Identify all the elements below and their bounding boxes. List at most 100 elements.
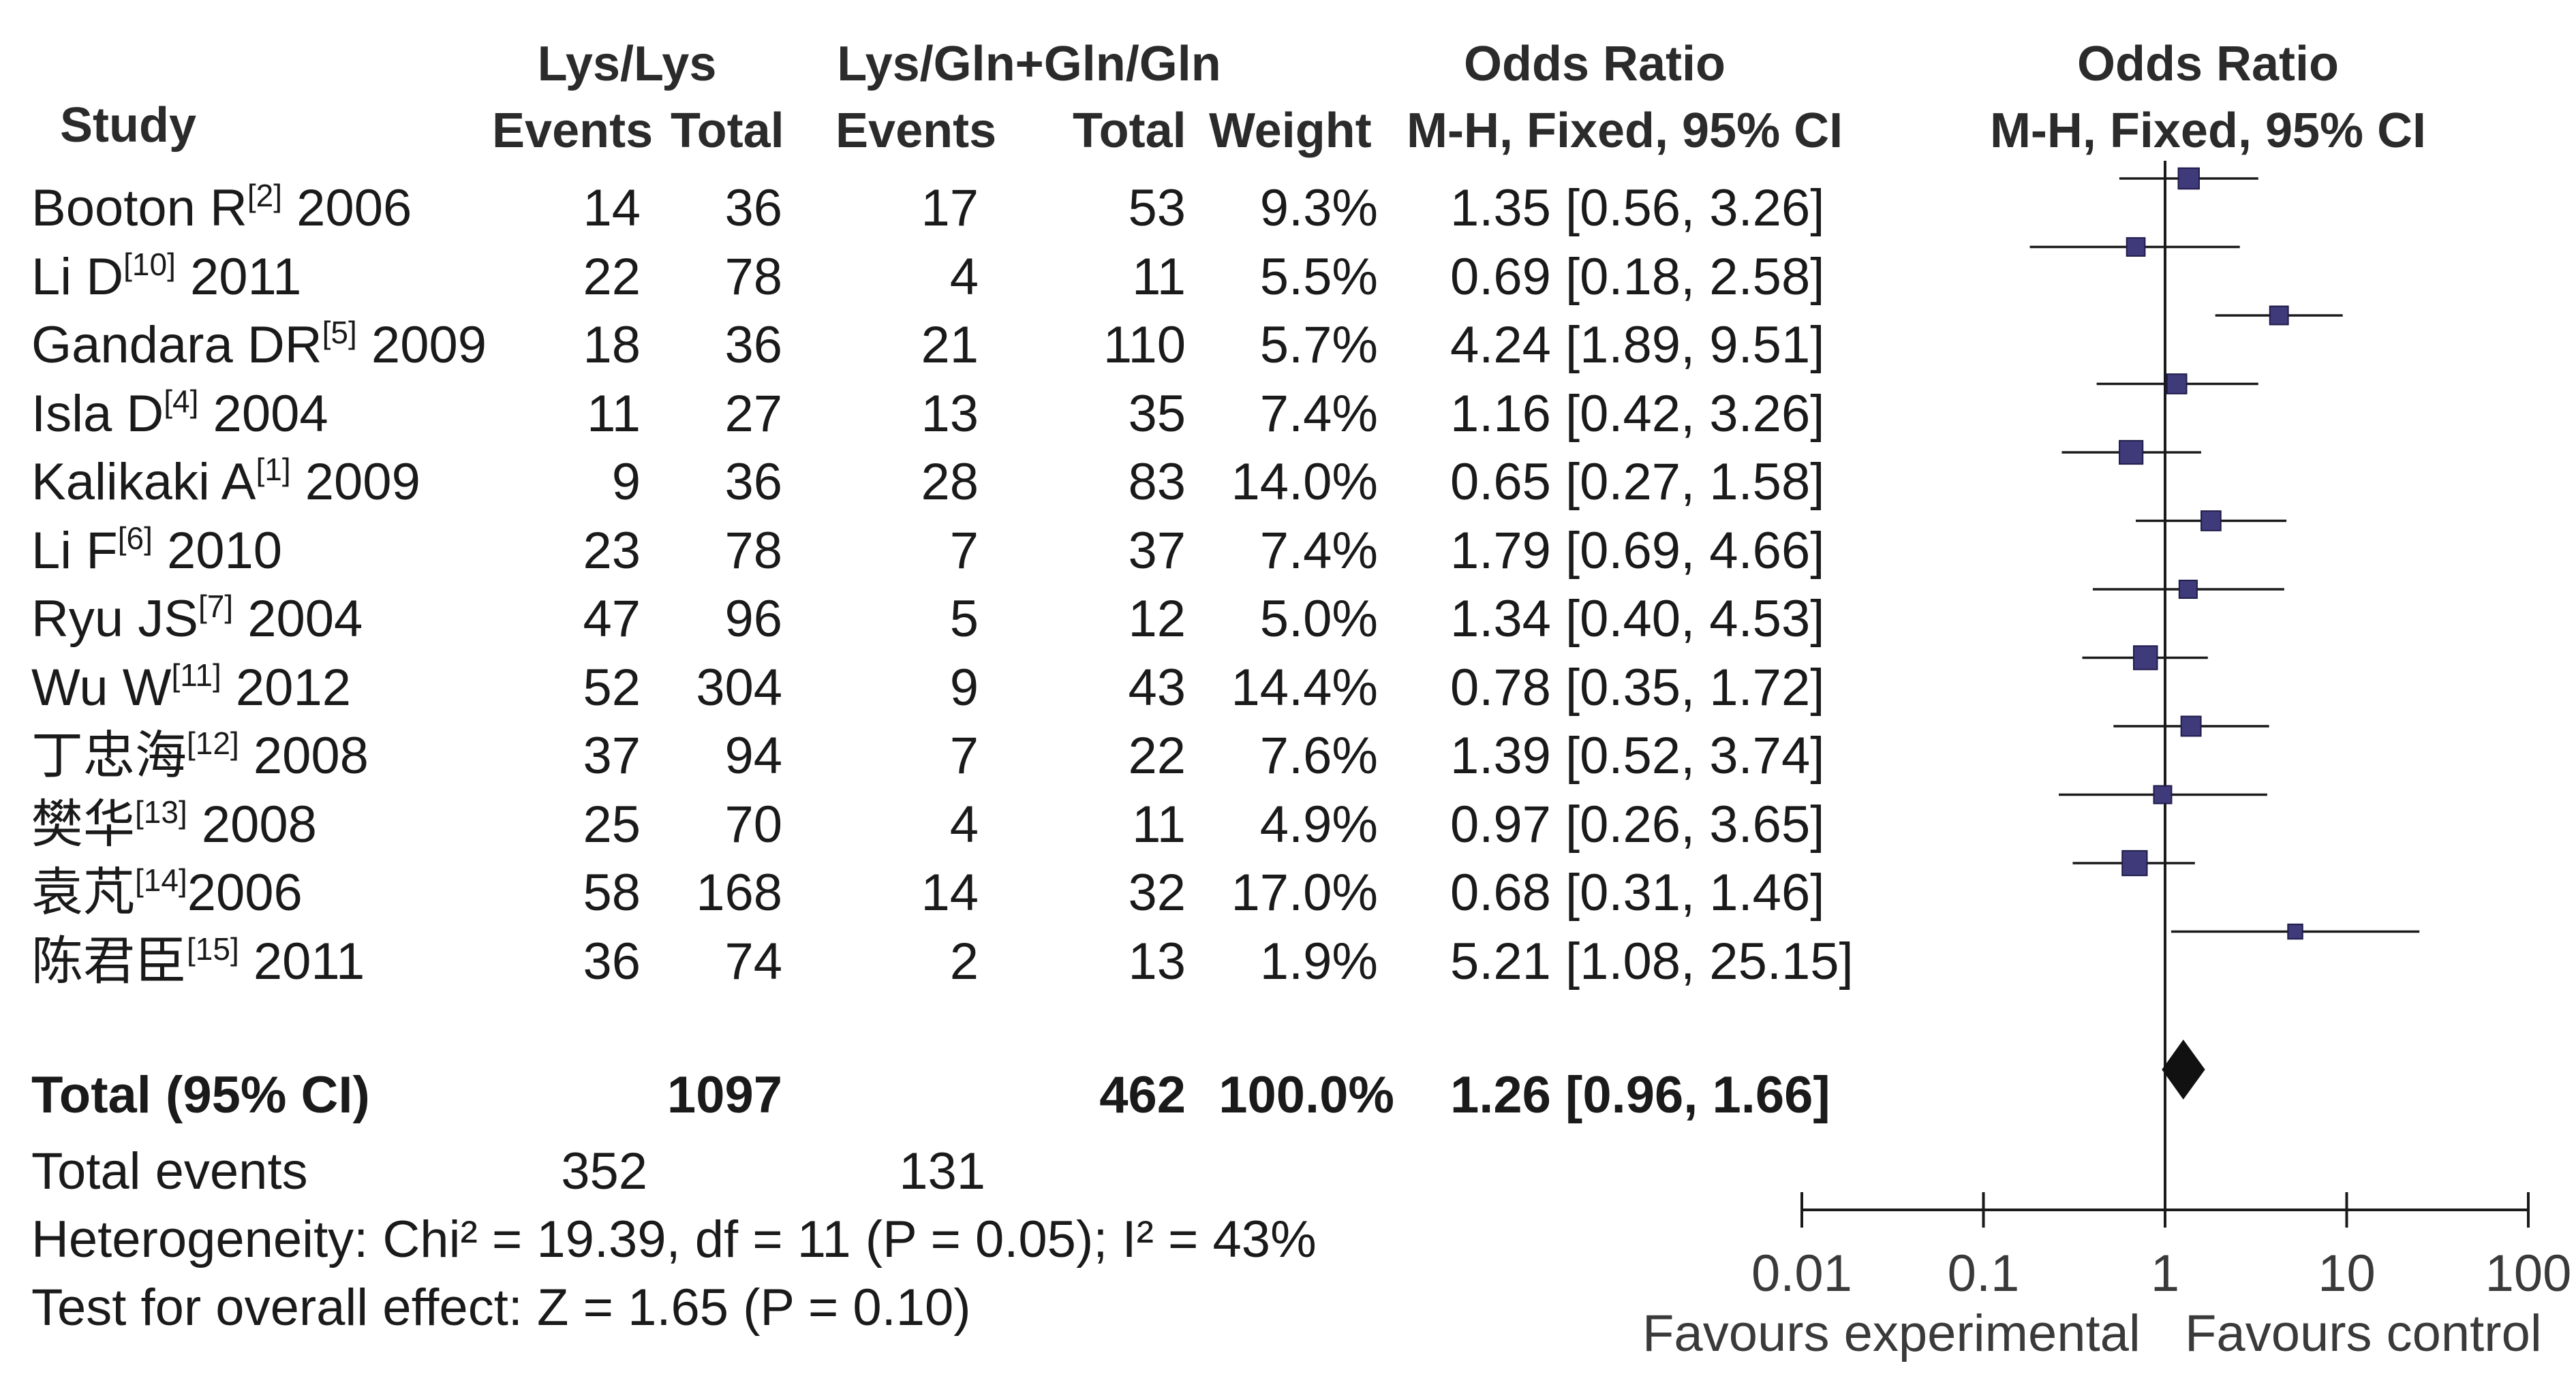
header-or-method: M-H, Fixed, 95% CI [1407, 104, 1843, 158]
total-label: Total (95% CI) [31, 1066, 370, 1124]
study-name-text: Li F [31, 522, 118, 580]
header-plot-title: Odds Ratio [2076, 37, 2339, 91]
study-name-text: Ryu JS [31, 590, 198, 648]
axis-right-label: Favours control [2185, 1305, 2542, 1362]
study-ci: 1.16 [0.42, 3.26] [1450, 385, 1825, 443]
axis-tick-label: 0.01 [1751, 1245, 1852, 1303]
study-e2: 4 [949, 248, 979, 306]
study-ci: 0.97 [0.26, 3.65] [1450, 796, 1825, 854]
study-t1: 304 [696, 659, 782, 717]
study-point [2177, 167, 2200, 190]
study-name: 樊华[13] 2008 [31, 796, 317, 854]
study-point [2121, 850, 2148, 877]
study-ci: 4.24 [1.89, 9.51] [1450, 316, 1825, 374]
study-weight: 14.0% [1231, 453, 1379, 511]
study-t1: 27 [724, 385, 782, 443]
study-t1: 96 [724, 590, 782, 648]
header-or-title: Odds Ratio [1463, 37, 1726, 91]
study-ci: 0.65 [0.27, 1.58] [1450, 453, 1825, 511]
study-e1: 47 [583, 590, 641, 648]
study-t2: 53 [1128, 179, 1186, 237]
study-ci: 0.68 [0.31, 1.46] [1450, 864, 1825, 922]
header-group2-total: Total [1073, 104, 1186, 158]
study-ref: [11] [171, 657, 221, 693]
study-ci: 0.78 [0.35, 1.72] [1450, 659, 1825, 717]
study-e1: 9 [611, 453, 641, 511]
study-e2: 28 [921, 453, 979, 511]
study-point [2166, 373, 2188, 394]
study-t1: 36 [724, 179, 782, 237]
study-name: 袁芃[14]2006 [31, 864, 303, 922]
header-plot-method: M-H, Fixed, 95% CI [1989, 104, 2427, 158]
study-e2: 21 [921, 316, 979, 374]
axis-tick-label: 1 [2150, 1245, 2180, 1303]
study-t2: 12 [1128, 590, 1186, 648]
study-ref: [2] [247, 178, 283, 213]
header-group2: Lys/Gln+Gln/Gln [837, 37, 1221, 91]
study-name: 丁忠海[12] 2008 [31, 728, 369, 782]
study-t2: 110 [1103, 316, 1186, 374]
study-point [2126, 237, 2146, 257]
header-group1-total: Total [671, 104, 784, 158]
study-name: Gandara DR[5] 2009 [31, 317, 487, 371]
study-t1: 74 [724, 933, 782, 991]
study-e2: 2 [949, 933, 979, 991]
study-ref: [12] [187, 726, 239, 761]
study-ref: [6] [117, 520, 153, 556]
study-e2: 7 [949, 522, 979, 580]
heterogeneity-text: Heterogeneity: Chi² = 19.39, df = 11 (P … [31, 1211, 1317, 1268]
study-weight: 17.0% [1231, 864, 1379, 922]
study-e1: 36 [583, 933, 641, 991]
study-e1: 52 [583, 659, 641, 717]
study-e2: 14 [921, 864, 979, 922]
study-e1: 58 [583, 864, 641, 922]
study-t1: 94 [724, 727, 782, 785]
study-name: Li D[10] 2011 [31, 249, 301, 303]
study-year: 2008 [187, 796, 317, 854]
study-name: 陈君臣[15] 2011 [31, 933, 365, 991]
study-t2: 13 [1128, 933, 1186, 991]
study-ci: 1.34 [0.40, 4.53] [1450, 590, 1825, 648]
study-t1: 168 [696, 864, 782, 922]
axis-tick-label: 100 [2485, 1245, 2572, 1303]
study-e1: 25 [583, 796, 641, 854]
total-ci: 1.26 [0.96, 1.66] [1450, 1066, 1830, 1124]
study-point [2269, 305, 2289, 326]
study-e2: 7 [949, 727, 979, 785]
total-events-e1: 352 [561, 1142, 647, 1200]
study-year: 2006 [282, 179, 412, 237]
study-weight: 5.0% [1259, 590, 1378, 648]
study-weight: 5.5% [1259, 248, 1378, 306]
total-t1: 1097 [666, 1066, 782, 1124]
study-e1: 22 [583, 248, 641, 306]
study-point [2132, 645, 2158, 670]
study-name: Li F[6] 2010 [31, 522, 282, 580]
study-ref: [10] [123, 247, 176, 282]
study-name-text: Isla D [31, 385, 164, 443]
study-e2: 17 [921, 179, 979, 237]
study-name: Wu W[11] 2012 [31, 659, 351, 717]
study-year: 2006 [187, 864, 303, 922]
study-weight: 1.9% [1259, 933, 1378, 991]
study-t2: 32 [1128, 864, 1186, 922]
study-t1: 36 [724, 453, 782, 511]
header-weight: Weight [1209, 104, 1372, 158]
header-group1: Lys/Lys [537, 37, 717, 91]
study-weight: 4.9% [1259, 796, 1378, 854]
study-e1: 18 [583, 316, 641, 374]
study-t2: 37 [1128, 522, 1186, 580]
study-name-text: 陈君臣 [31, 933, 187, 991]
study-t1: 78 [724, 248, 782, 306]
study-name: Kalikaki A[1] 2009 [31, 454, 420, 508]
study-year: 2012 [221, 659, 351, 717]
axis-tick-label: 0.1 [1947, 1245, 2020, 1303]
study-t1: 36 [724, 316, 782, 374]
study-weight: 7.4% [1259, 385, 1378, 443]
study-t1: 78 [724, 522, 782, 580]
study-t1: 70 [724, 796, 782, 854]
study-year: 2004 [233, 590, 363, 648]
study-ref: [14] [135, 862, 187, 898]
study-year: 2011 [239, 933, 365, 991]
study-name-text: Wu W [31, 659, 172, 717]
header-group1-events: Events [492, 104, 654, 158]
